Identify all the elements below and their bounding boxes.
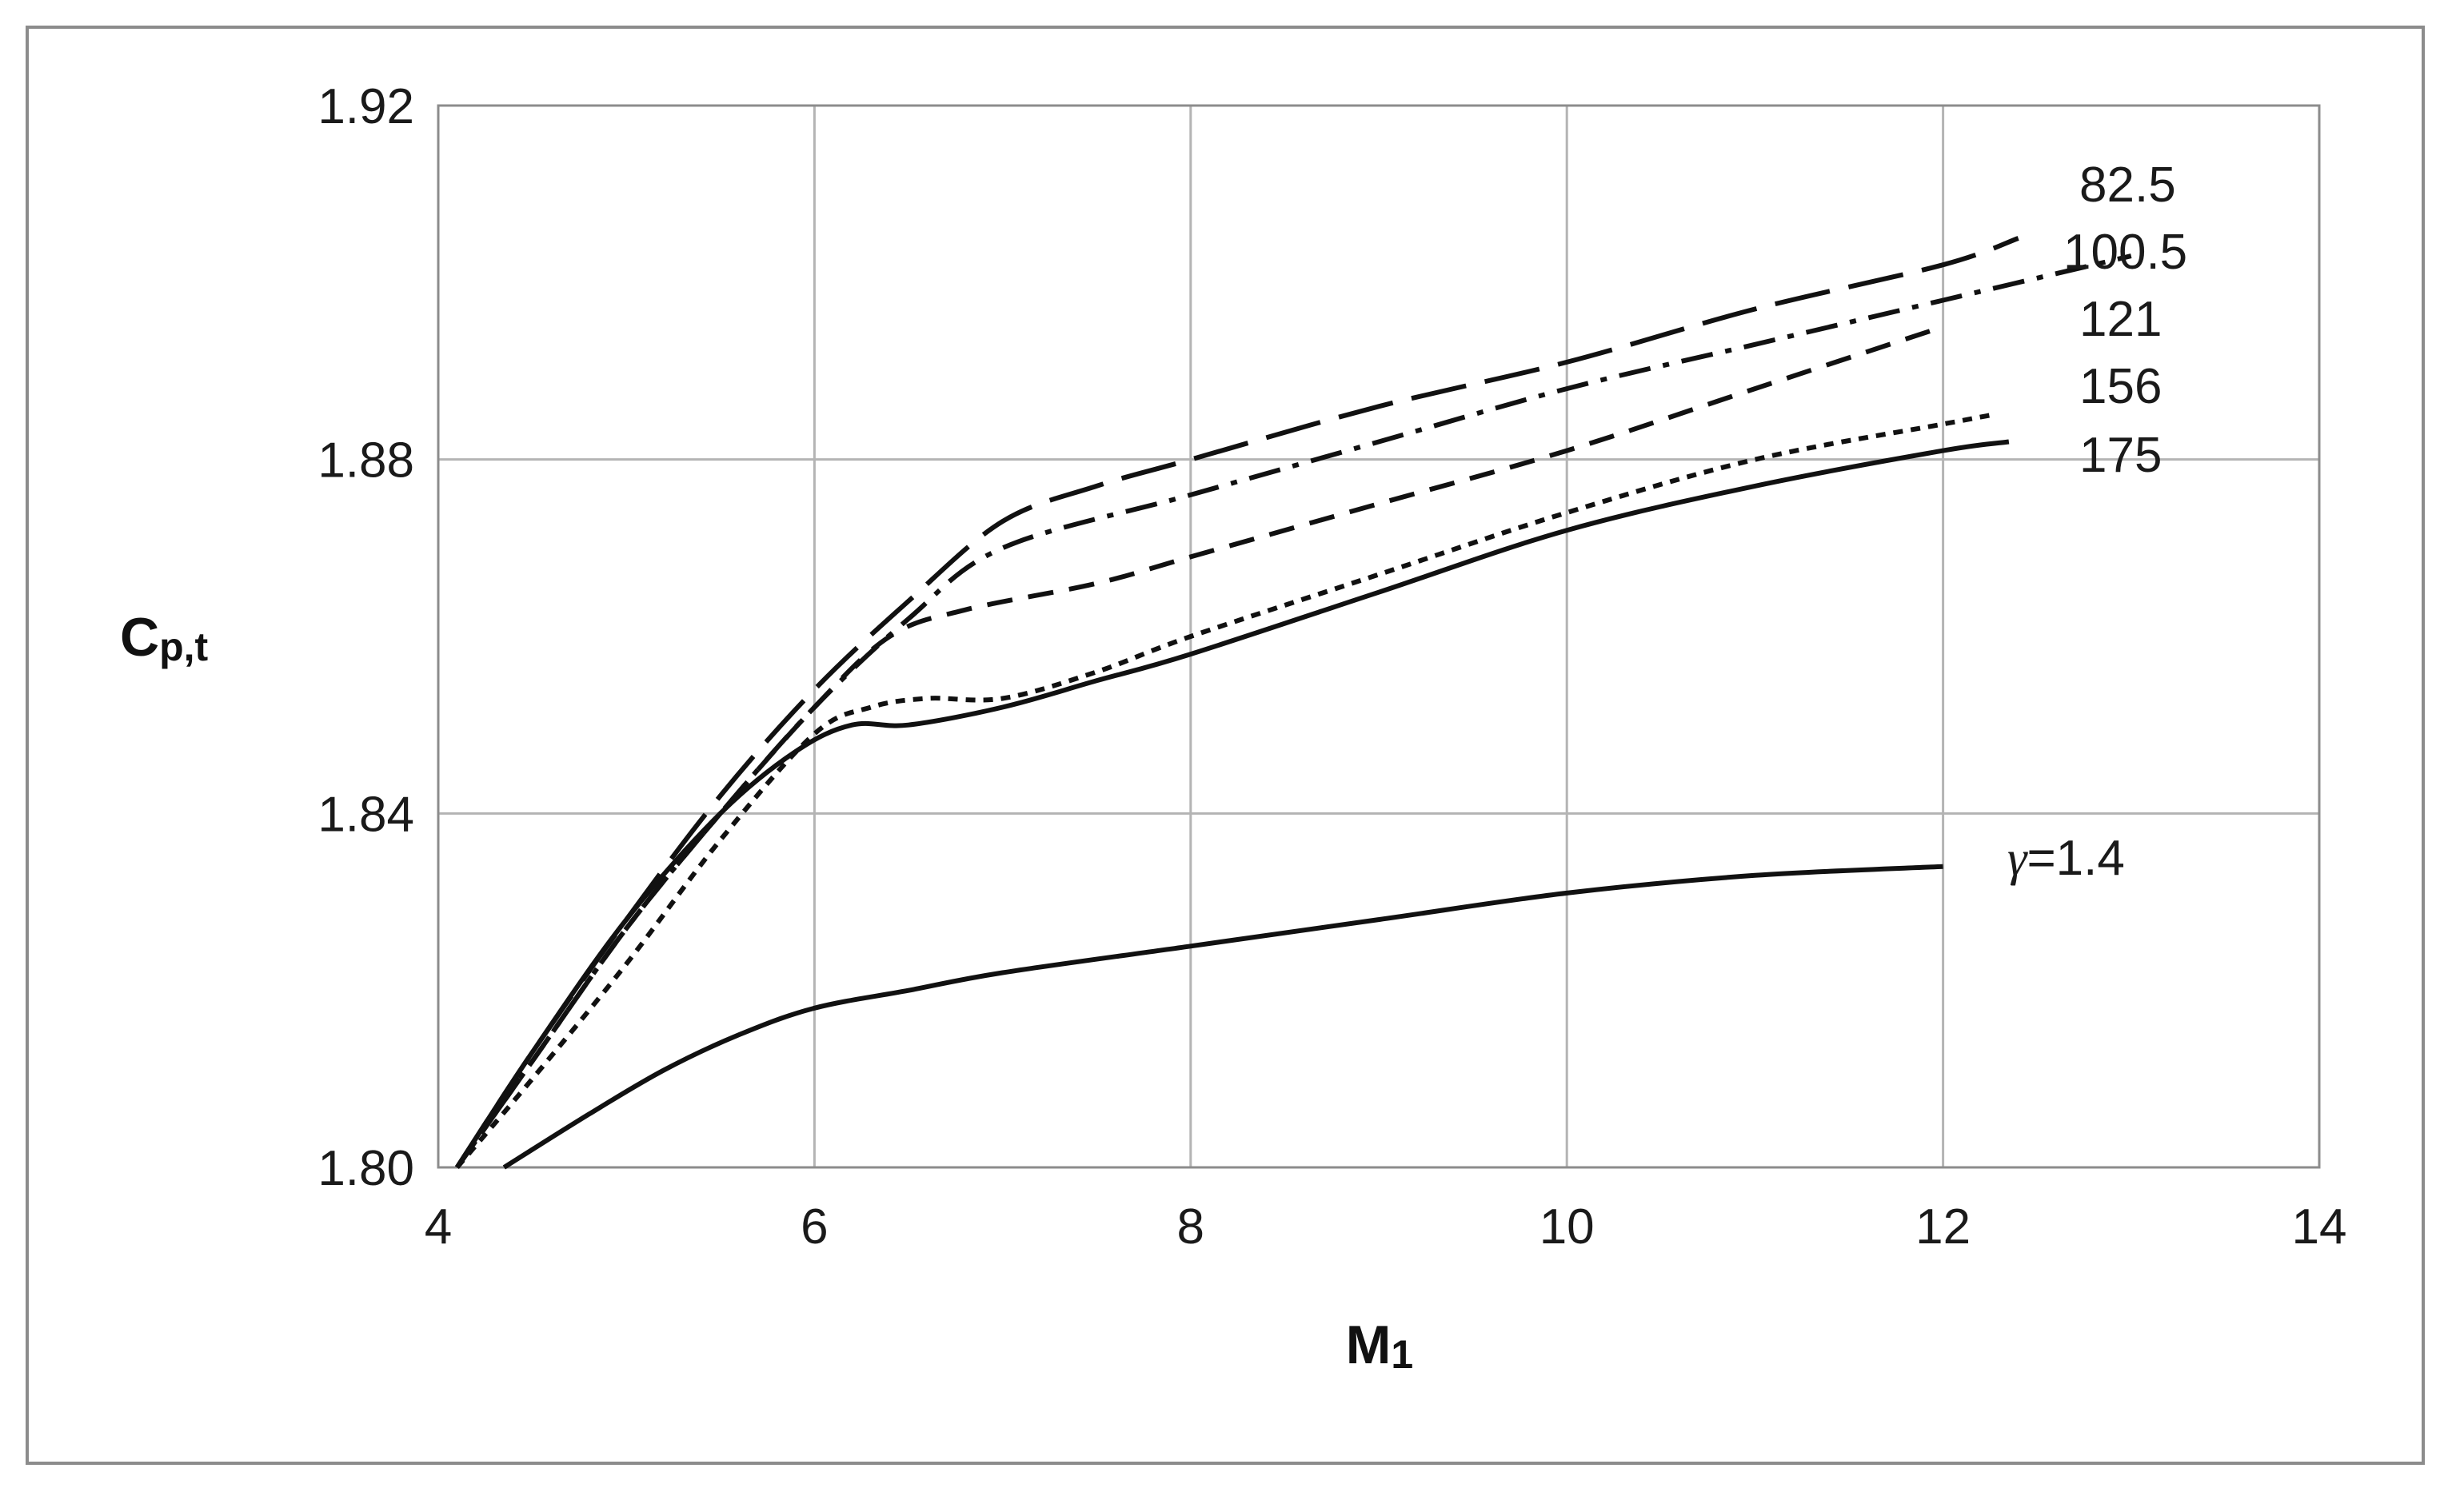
x-tick-label: 14 [2292, 1199, 2347, 1255]
x-tick-label: 10 [1540, 1199, 1595, 1255]
series-label-5: γ=1.4 [2007, 831, 2125, 886]
series-line-1 [455, 253, 2132, 1169]
series-line-0 [454, 236, 2019, 1169]
series-line-2 [455, 324, 1944, 1169]
y-tick-label: 1.84 [317, 787, 414, 842]
y-tick-label: 1.80 [317, 1141, 414, 1196]
series-labels: 82.5 100.5 121 156 175 γ=1.4 [2007, 158, 2187, 886]
x-tick-label: 12 [1915, 1199, 1971, 1255]
series-lines [454, 236, 2132, 1170]
y-axis-title: Cp,t [120, 607, 209, 669]
x-axis-title: M1 [1346, 1315, 1413, 1377]
plot-area [437, 104, 2321, 1169]
x-tick-label: 4 [425, 1199, 452, 1255]
grid [437, 104, 2321, 1169]
series-line-5 [502, 864, 1943, 1170]
series-line-4 [454, 439, 2010, 1169]
y-tick-label: 1.92 [317, 79, 414, 134]
series-label-2: 121 [2079, 292, 2162, 347]
x-axis-tick-labels: 4 6 8 10 12 14 [425, 1199, 2347, 1255]
series-label-0: 82.5 [2079, 158, 2176, 213]
x-tick-label: 8 [1177, 1199, 1204, 1255]
y-tick-label: 1.88 [317, 433, 414, 489]
x-tick-label: 6 [801, 1199, 828, 1255]
chart-frame [26, 26, 2425, 1465]
y-axis-tick-labels: 1.80 1.84 1.88 1.92 [317, 79, 414, 1196]
series-line-3 [455, 413, 1991, 1169]
series-label-1: 100.5 [2063, 225, 2187, 280]
series-label-4: 175 [2079, 428, 2162, 483]
series-label-3: 156 [2079, 359, 2162, 414]
